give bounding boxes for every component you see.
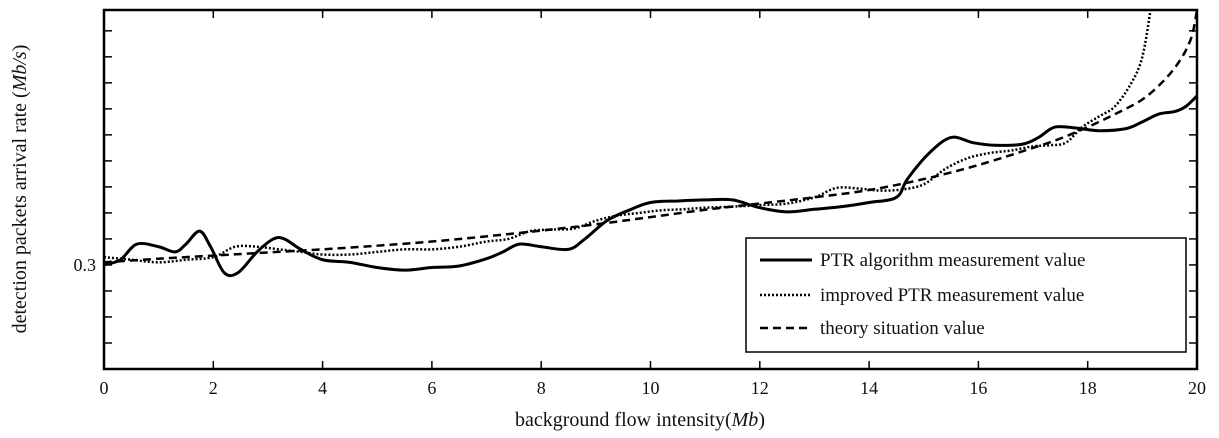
x-tick-label: 12 [751,378,769,398]
legend-box [745,237,1187,353]
series-layer [104,10,1197,278]
x-tick-label: 14 [860,378,878,398]
x-tick-label: 6 [427,378,436,398]
legend-label-improved: improved PTR measurement value [820,285,1084,306]
x-tick-label: 2 [209,378,218,398]
x-axis-ticks: 0 2 4 6 8 10 12 14 16 18 20 [100,10,1206,398]
x-tick-label: 16 [969,378,987,398]
x-tick-label: 4 [318,378,327,398]
x-tick-label: 20 [1188,378,1206,398]
series-line-theory [104,10,1197,264]
legend-label-ptr: PTR algorithm measurement value [820,250,1085,271]
x-tick-label: 8 [537,378,546,398]
x-tick-label: 0 [100,378,109,398]
y-axis-ticks: 0.3 [74,30,1197,344]
series-line-improved-ptr [104,10,1152,264]
y-tick-label: 0.3 [74,255,97,275]
x-tick-label: 10 [642,378,660,398]
legend-label-theory: theory situation value [820,318,985,339]
x-axis-title: background flow intensity(Mb) [515,409,765,431]
x-tick-label: 18 [1079,378,1097,398]
y-axis-title: detection packets arrival rate (Mb/s) [9,45,31,334]
legend: PTR algorithm measurement value improved… [745,237,1187,353]
